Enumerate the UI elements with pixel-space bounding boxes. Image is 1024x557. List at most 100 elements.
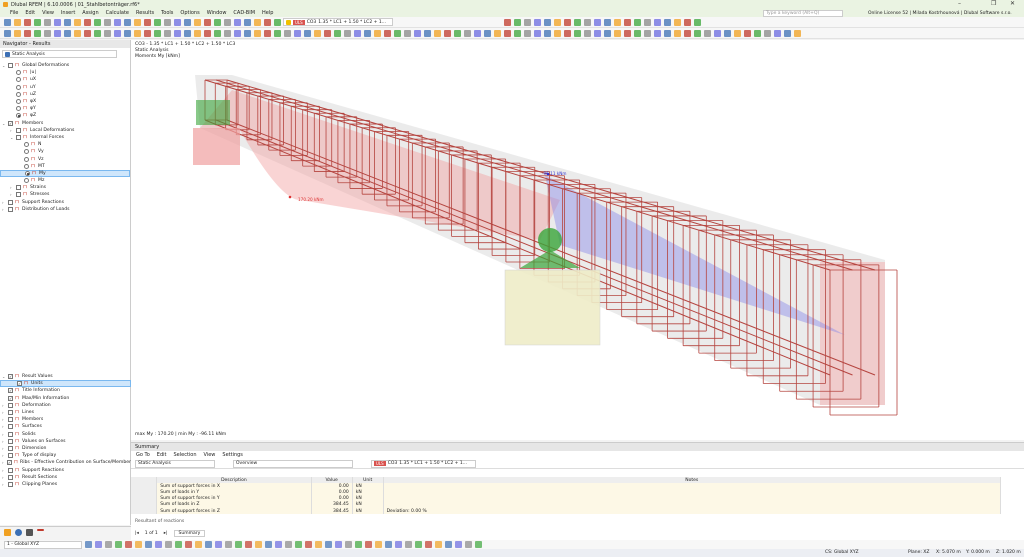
toolbar-button-icon[interactable] — [634, 18, 641, 26]
tree-item[interactable]: › ⊓ Local Deformations — [0, 127, 130, 134]
table-row[interactable]: Sum of support forces in X 0.00 kN — [131, 483, 1002, 490]
toolbar-button-icon[interactable] — [74, 18, 81, 26]
column-header[interactable]: Description — [156, 477, 312, 484]
table-row[interactable]: Sum of support forces in Z 384.45 kN Deviat… — [131, 507, 1002, 515]
radio-button[interactable] — [25, 170, 30, 176]
tree-item[interactable]: › ⊓ Dimension — [0, 445, 131, 452]
toolbar-button-icon[interactable] — [305, 541, 312, 548]
menu-insert[interactable]: Insert — [60, 10, 76, 16]
toolbar-button-icon[interactable] — [274, 29, 281, 37]
checkbox[interactable] — [8, 481, 13, 487]
toolbar-button-icon[interactable] — [644, 18, 651, 26]
toolbar-button-icon[interactable] — [644, 29, 651, 37]
chevron-right-icon[interactable]: › — [2, 199, 4, 205]
toolbar-button-icon[interactable] — [614, 18, 621, 26]
toolbar-button-icon[interactable] — [95, 541, 102, 548]
toolbar-button-icon[interactable] — [564, 29, 571, 37]
chevron-down-icon[interactable]: ⌄ — [10, 134, 14, 140]
toolbar-button-icon[interactable] — [294, 29, 301, 37]
toolbar-button-icon[interactable] — [564, 18, 571, 26]
toolbar-button-icon[interactable] — [664, 18, 671, 26]
chevron-right-icon[interactable]: › — [10, 127, 12, 133]
close-button[interactable]: ✕ — [1010, 0, 1016, 7]
tab-views-icon[interactable] — [26, 529, 33, 536]
toolbar-button-icon[interactable] — [784, 29, 791, 37]
tree-item[interactable]: ⊓ Vy — [0, 148, 130, 155]
toolbar-button-icon[interactable] — [394, 29, 401, 37]
toolbar-button-icon[interactable] — [204, 18, 211, 26]
toolbar-button-icon[interactable] — [174, 18, 181, 26]
toolbar-button-icon[interactable] — [144, 29, 151, 37]
toolbar-button-icon[interactable] — [285, 541, 292, 548]
toolbar-button-icon[interactable] — [245, 541, 252, 548]
tree-item[interactable]: ⌄ ✓ ⊓ Result Values — [0, 373, 131, 380]
toolbar-button-icon[interactable] — [654, 18, 661, 26]
toolbar-button-icon[interactable] — [764, 29, 771, 37]
toolbar-button-icon[interactable] — [145, 541, 152, 548]
toolbar-button-icon[interactable] — [385, 541, 392, 548]
toolbar-button-icon[interactable] — [54, 18, 61, 26]
toolbar-button-icon[interactable] — [174, 29, 181, 37]
menu-help[interactable]: Help — [262, 10, 274, 16]
tree-item[interactable]: › ⊓ Lines — [0, 409, 131, 416]
toolbar-button-icon[interactable] — [165, 541, 172, 548]
menu-cadbim[interactable]: CAD-BIM — [233, 10, 256, 16]
toolbar-button-icon[interactable] — [514, 18, 521, 26]
tree-item[interactable]: ⌄ ⊓ Internal Forces — [0, 134, 130, 141]
radio-button[interactable] — [16, 70, 21, 76]
toolbar-button-icon[interactable] — [524, 18, 531, 26]
toolbar-button-icon[interactable] — [14, 18, 21, 26]
toolbar-button-icon[interactable] — [345, 541, 352, 548]
toolbar-button-icon[interactable] — [24, 29, 31, 37]
checkbox[interactable] — [16, 134, 21, 140]
toolbar-button-icon[interactable] — [164, 29, 171, 37]
radio-button[interactable] — [16, 113, 21, 119]
toolbar-button-icon[interactable] — [395, 541, 402, 548]
toolbar-button-icon[interactable] — [424, 29, 431, 37]
toolbar-button-icon[interactable] — [154, 18, 161, 26]
checkbox[interactable] — [16, 127, 21, 133]
toolbar-button-icon[interactable] — [205, 541, 212, 548]
toolbar-button-icon[interactable] — [704, 29, 711, 37]
toolbar-button-icon[interactable] — [594, 18, 601, 26]
toolbar-button-icon[interactable] — [325, 541, 332, 548]
tree-item[interactable]: ⊓ My — [0, 169, 130, 177]
toolbar-button-icon[interactable] — [104, 18, 111, 26]
toolbar-button-icon[interactable] — [504, 18, 511, 26]
toolbar-button-icon[interactable] — [554, 29, 561, 37]
toolbar-button-icon[interactable] — [674, 29, 681, 37]
toolbar-button-icon[interactable] — [365, 541, 372, 548]
toolbar-button-icon[interactable] — [465, 541, 472, 548]
toolbar-button-icon[interactable] — [85, 541, 92, 548]
tree-item[interactable]: › ⊓ Support Reactions — [0, 199, 130, 206]
toolbar-button-icon[interactable] — [654, 29, 661, 37]
table-row[interactable]: Sum of support forces in Y 0.00 kN — [131, 495, 1002, 502]
toolbar-button-icon[interactable] — [184, 18, 191, 26]
toolbar-button-icon[interactable] — [204, 29, 211, 37]
toolbar-button-icon[interactable] — [415, 541, 422, 548]
toolbar-button-icon[interactable] — [24, 18, 31, 26]
toolbar-button-icon[interactable] — [244, 29, 251, 37]
toolbar-button-icon[interactable] — [44, 18, 51, 26]
toolbar-button-icon[interactable] — [624, 18, 631, 26]
toolbar-button-icon[interactable] — [254, 29, 261, 37]
radio-button[interactable] — [24, 178, 29, 184]
toolbar-button-icon[interactable] — [4, 29, 11, 37]
toolbar-button-icon[interactable] — [405, 541, 412, 548]
tree-item[interactable]: › ⊓ Members — [0, 416, 131, 423]
tab-data-icon[interactable] — [4, 529, 11, 536]
tree-item[interactable]: › ⊓ Result Sections — [0, 474, 131, 481]
toolbar-button-icon[interactable] — [414, 29, 421, 37]
radio-button[interactable] — [24, 149, 29, 155]
toolbar-button-icon[interactable] — [194, 29, 201, 37]
load-combination-select[interactable]: ULS CO3 1.35 * LC1 + 1.50 * LC2 + 1... — [283, 18, 393, 26]
chevron-right-icon[interactable]: › — [2, 206, 4, 212]
toolbar-button-icon[interactable] — [624, 29, 631, 37]
toolbar-button-icon[interactable] — [264, 29, 271, 37]
checkbox[interactable] — [8, 453, 13, 459]
search-input[interactable]: Type a keyword (Alt+Q) — [763, 10, 843, 17]
toolbar-button-icon[interactable] — [84, 29, 91, 37]
tab-display-icon[interactable] — [15, 529, 22, 536]
toolbar-button-icon[interactable] — [554, 18, 561, 26]
toolbar-button-icon[interactable] — [164, 18, 171, 26]
